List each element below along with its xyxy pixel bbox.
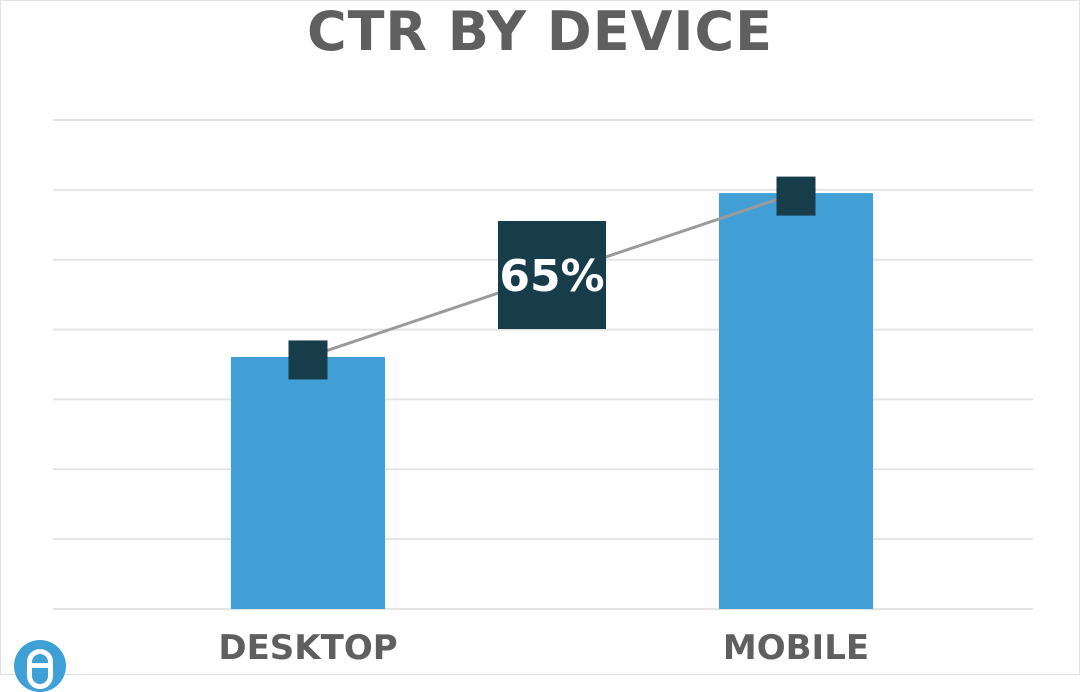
callout-text: 65%	[499, 251, 604, 302]
change-callout: 65%	[498, 221, 606, 330]
markers	[288, 176, 816, 380]
bar-chart: 65% DESKTOP MOBILE	[53, 119, 1033, 668]
brand-logo-icon	[14, 640, 66, 692]
category-label-desktop: DESKTOP	[218, 628, 397, 668]
marker-desktop	[288, 340, 328, 380]
category-labels: DESKTOP MOBILE	[218, 628, 869, 668]
gridlines	[53, 119, 1033, 610]
marker-mobile	[776, 176, 816, 216]
callout-box	[498, 221, 606, 330]
bar-mobile	[719, 193, 873, 609]
chart-title: CTR BY DEVICE	[306, 0, 774, 63]
bars	[231, 193, 873, 609]
bar-desktop	[231, 356, 385, 609]
category-label-mobile: MOBILE	[723, 628, 869, 668]
